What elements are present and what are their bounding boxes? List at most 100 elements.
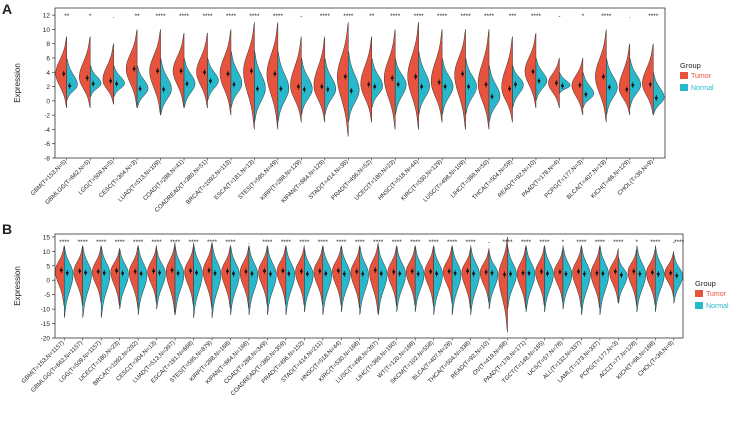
normal-median-point <box>514 83 517 86</box>
legend-label-normal: Normal <box>691 85 714 92</box>
significance-label: **** <box>648 13 659 20</box>
tumor-violin <box>572 245 582 310</box>
normal-median-point <box>509 272 512 276</box>
tumor-median-point <box>521 271 525 275</box>
significance-label: **** <box>466 239 477 246</box>
tumor-violin <box>501 36 513 123</box>
normal-median-point <box>121 271 125 275</box>
tumor-violin <box>258 245 268 307</box>
significance-label: *** <box>509 13 517 20</box>
normal-violin <box>535 57 548 101</box>
tumor-median-point <box>318 269 322 273</box>
significance-label: **** <box>521 239 532 246</box>
normal-violin <box>617 256 628 304</box>
significance-label: ** <box>64 13 70 20</box>
tumor-median-point <box>250 69 253 73</box>
normal-violin <box>377 245 388 316</box>
tumor-median-point <box>410 269 414 273</box>
tumor-median-point <box>152 269 155 273</box>
tumor-violin <box>149 29 161 116</box>
normal-median-point <box>654 96 658 100</box>
normal-median-point <box>453 271 457 275</box>
y-tick-label: 4 <box>46 70 50 77</box>
tumor-violin <box>369 242 379 316</box>
tumor-median-point <box>78 269 82 273</box>
tumor-violin <box>618 43 631 116</box>
significance-label: * <box>562 239 565 246</box>
y-tick-label: 2 <box>46 84 50 91</box>
normal-violin <box>267 245 277 316</box>
tumor-violin <box>202 242 213 310</box>
panel-a-letter: A <box>2 1 12 17</box>
tumor-violin <box>313 244 324 307</box>
normal-median-point <box>102 271 106 275</box>
significance-label: **** <box>299 239 310 246</box>
significance-label: * <box>636 239 639 246</box>
y-tick-label: 15 <box>43 234 51 241</box>
normal-median-point <box>287 272 291 275</box>
tumor-violin <box>387 244 398 307</box>
normal-violin <box>82 244 92 319</box>
significance-label: - <box>300 13 302 20</box>
significance-label: **** <box>156 13 167 20</box>
normal-violin <box>606 57 618 116</box>
significance-label: **** <box>484 13 495 20</box>
significance-label: **** <box>152 239 163 246</box>
significance-label: **** <box>531 13 542 20</box>
tumor-median-point <box>669 271 673 275</box>
significance-label: **** <box>613 239 624 246</box>
normal-violin <box>441 57 454 116</box>
significance-label: **** <box>202 13 213 20</box>
normal-violin <box>470 245 480 316</box>
normal-violin <box>254 50 266 123</box>
category-label: COAD(T=288,N=41) <box>143 159 186 202</box>
legend-title: Group <box>680 61 701 70</box>
normal-violin <box>63 245 74 319</box>
normal-median-point <box>561 84 564 88</box>
normal-violin <box>174 245 185 316</box>
normal-median-point <box>584 93 588 96</box>
tumor-median-point <box>263 269 266 273</box>
normal-median-point <box>467 85 470 88</box>
tumor-median-point <box>601 75 605 78</box>
normal-median-point <box>139 272 143 275</box>
normal-violin <box>599 245 610 316</box>
significance-label: - <box>673 239 675 246</box>
tumor-violin <box>102 43 114 105</box>
normal-violin <box>160 57 172 116</box>
normal-median-point <box>435 272 439 275</box>
normal-median-point <box>195 271 198 275</box>
normal-violin <box>113 64 125 98</box>
normal-violin <box>230 50 243 109</box>
tumor-violin <box>627 247 638 307</box>
tumor-median-point <box>461 72 464 76</box>
tumor-violin <box>383 28 396 130</box>
normal-violin <box>414 244 425 313</box>
normal-violin <box>507 245 517 310</box>
tumor-median-point <box>179 69 183 73</box>
category-label: ESCA(T=181,N=13) <box>214 159 256 201</box>
tumor-median-point <box>625 88 629 91</box>
significance-label: **** <box>429 239 440 246</box>
significance-label: **** <box>390 13 401 20</box>
normal-median-point <box>416 272 420 276</box>
tumor-median-point <box>336 269 340 273</box>
panel-b-letter: B <box>2 221 12 237</box>
normal-median-point <box>656 272 660 276</box>
panel-a-chart: A -8-6-4-2024681012Expression**GBM(T=153… <box>2 1 714 214</box>
tumor-violin <box>424 244 434 307</box>
normal-median-point <box>527 271 531 275</box>
normal-violin <box>359 245 369 316</box>
tumor-median-point <box>296 85 300 88</box>
tumor-median-point <box>244 270 248 273</box>
normal-violin <box>488 250 499 310</box>
normal-median-point <box>607 85 611 89</box>
normal-median-point <box>601 272 605 275</box>
legend-title: Group <box>695 279 716 288</box>
category-label: KIRC(T=530,N=129) <box>400 159 443 202</box>
significance-label: **** <box>650 239 661 246</box>
significance-label: **** <box>410 239 421 246</box>
normal-median-point <box>490 271 494 275</box>
legend-swatch-normal <box>695 302 703 309</box>
